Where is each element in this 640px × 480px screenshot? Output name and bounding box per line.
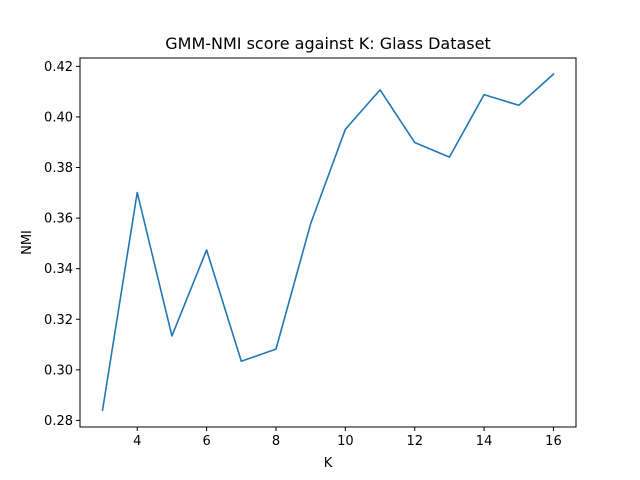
x-tick-label: 6 (202, 434, 210, 449)
x-axis-ticks: 4 6 8 10 12 14 16 (133, 427, 562, 449)
x-tick-label: 10 (337, 434, 354, 449)
x-tick-label: 8 (272, 434, 280, 449)
y-axis-ticks: 0.28 0.30 0.32 0.34 0.36 0.38 0.40 0.42 (44, 60, 80, 429)
chart-title: GMM-NMI score against K: Glass Dataset (165, 34, 491, 53)
y-tick-label: 0.32 (44, 313, 73, 328)
series-group (101, 73, 555, 411)
y-tick-label: 0.30 (44, 363, 73, 378)
x-tick-label: 4 (133, 434, 141, 449)
y-tick-label: 0.36 (44, 212, 73, 227)
x-axis-label: K (324, 456, 333, 471)
plot-area (80, 58, 576, 427)
y-tick-label: 0.40 (44, 110, 73, 125)
x-tick-label: 12 (406, 434, 423, 449)
series-line-nmi (101, 73, 555, 411)
y-tick-label: 0.42 (44, 60, 73, 75)
y-tick-label: 0.28 (44, 414, 73, 429)
plot-frame (79, 57, 577, 428)
y-axis-label: NMI (20, 230, 35, 255)
x-tick-label: 16 (545, 434, 562, 449)
y-tick-label: 0.34 (44, 262, 73, 277)
y-tick-label: 0.38 (44, 161, 73, 176)
x-tick-label: 14 (476, 434, 493, 449)
